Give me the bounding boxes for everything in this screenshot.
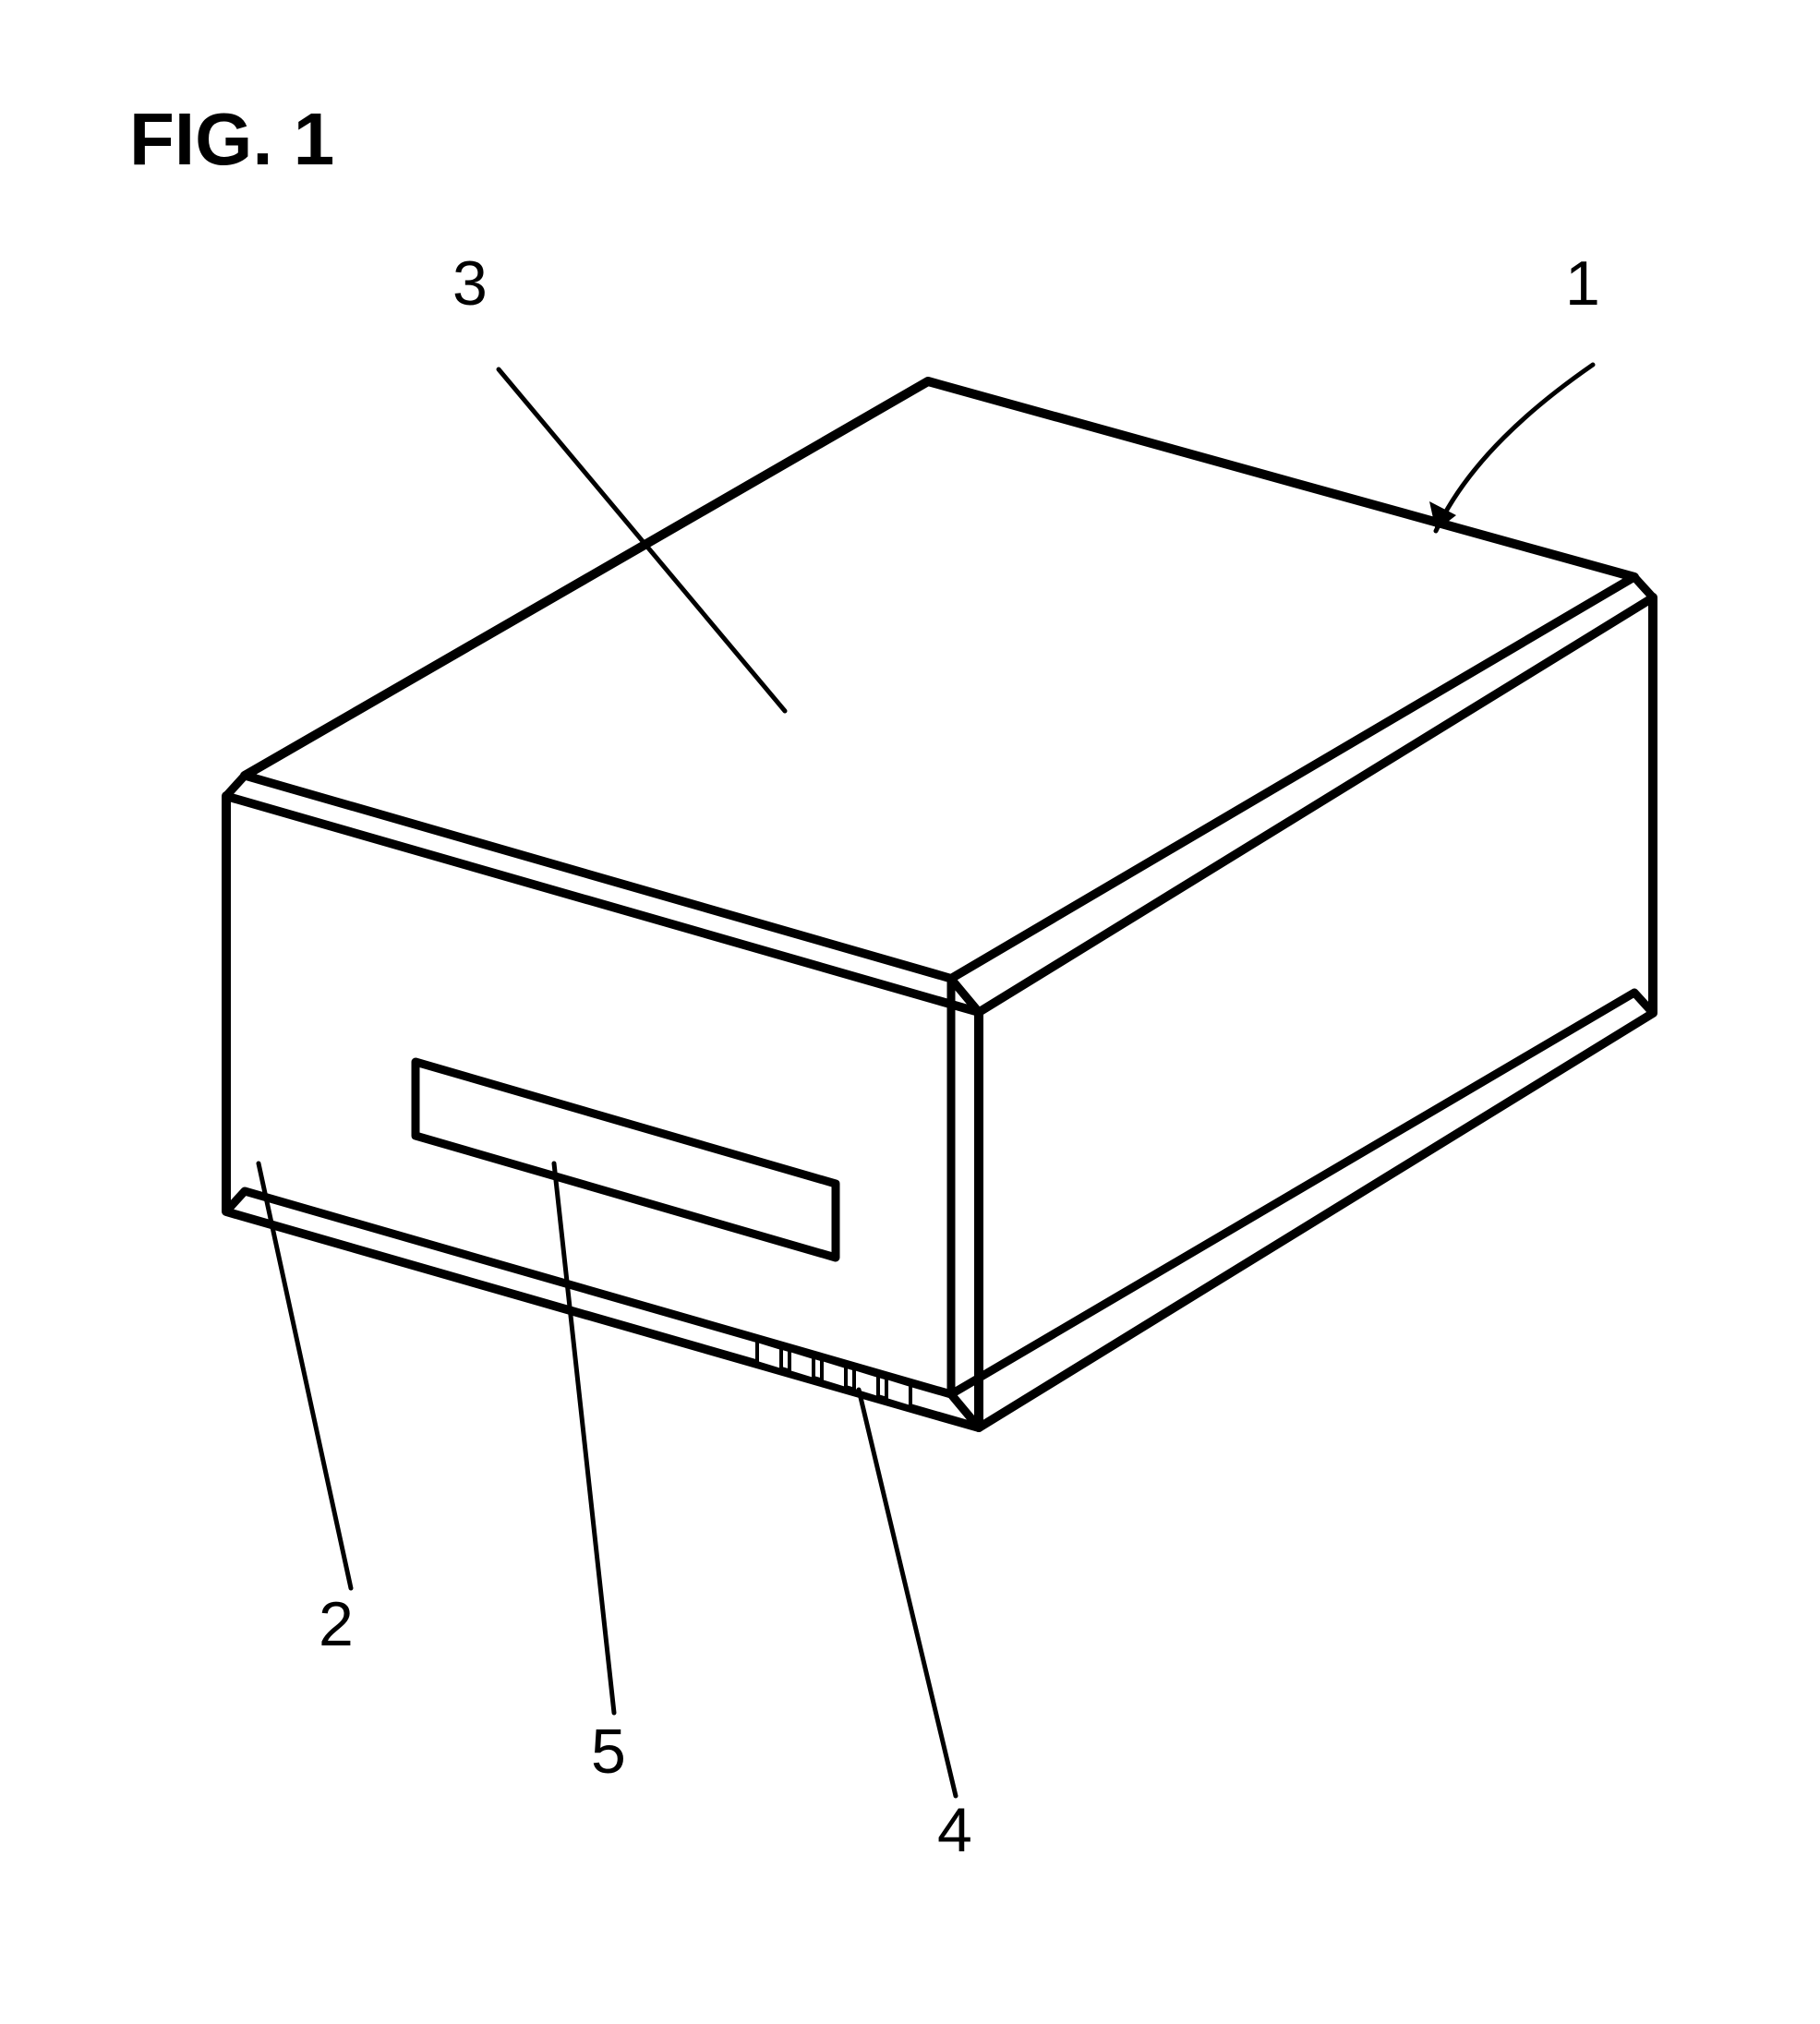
label-2: 2: [319, 1589, 354, 1659]
label-3: 3: [452, 248, 488, 319]
leader-1-arc: [1436, 365, 1593, 531]
device-body: [226, 381, 1653, 1428]
leader-4: [859, 1390, 956, 1796]
label-5: 5: [591, 1717, 626, 1787]
label-4: 4: [937, 1795, 972, 1865]
figure-title: FIG. 1: [129, 97, 334, 182]
label-1: 1: [1565, 248, 1600, 319]
button-3: [822, 1359, 846, 1389]
button-5: [886, 1378, 910, 1407]
figure-svg: 1 3 2 5 4: [0, 0, 1820, 2024]
button-2: [789, 1350, 814, 1379]
button-1: [757, 1341, 781, 1370]
figure-page: FIG. 1: [0, 0, 1820, 2024]
